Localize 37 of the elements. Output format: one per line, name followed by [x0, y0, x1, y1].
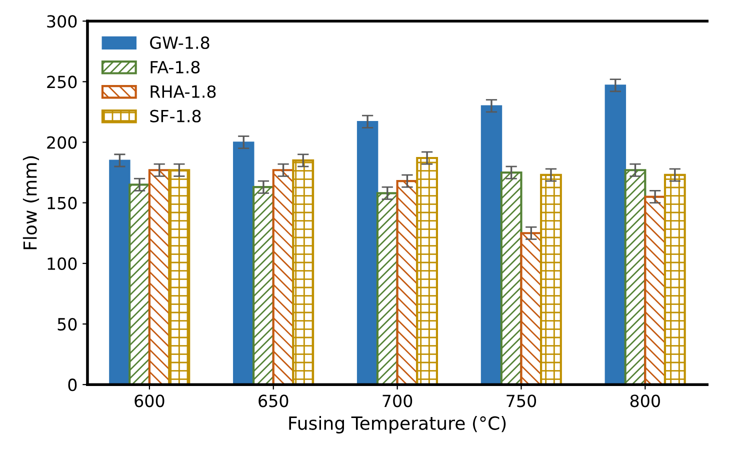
x-axis-title: Fusing Temperature (°C): [289, 416, 506, 434]
bar: [520, 232, 542, 385]
bar: [109, 160, 130, 385]
legend-label: GW-1.8: [150, 36, 210, 50]
y-tick-label: 300: [47, 15, 77, 28]
y-tick-label: 150: [48, 196, 77, 210]
bar: [604, 84, 626, 385]
bar: [396, 180, 418, 385]
bar: [480, 105, 502, 385]
bar: [624, 169, 646, 385]
bar: [128, 184, 150, 385]
y-tick-label: 200: [47, 136, 77, 149]
bar: [356, 120, 378, 385]
bar: [272, 169, 294, 385]
y-axis-title: Flow (mm): [22, 156, 40, 250]
legend-label: RHA-1.8: [150, 85, 216, 98]
y-tick-label: 250: [47, 76, 77, 88]
bar: [664, 174, 686, 385]
bar: [540, 174, 562, 385]
x-tick-label: 650: [258, 394, 288, 408]
bar: [292, 159, 314, 385]
bar: [500, 172, 522, 385]
y-tick-label: 100: [48, 257, 77, 270]
bar: [233, 142, 254, 385]
x-tick-label: 700: [382, 394, 412, 408]
legend-label: SF-1.8: [150, 110, 201, 122]
bar: [416, 156, 438, 385]
x-tick-label: 600: [134, 394, 164, 408]
bar: [252, 186, 274, 385]
y-tick-label: 0: [68, 378, 77, 392]
bar: [376, 192, 398, 385]
y-tick-label: 50: [58, 318, 77, 331]
bar: [168, 169, 190, 385]
x-tick-label: 750: [506, 394, 536, 408]
x-tick-label: 800: [630, 394, 660, 408]
bar: [148, 169, 170, 385]
legend-label: FA-1.8: [150, 60, 200, 74]
